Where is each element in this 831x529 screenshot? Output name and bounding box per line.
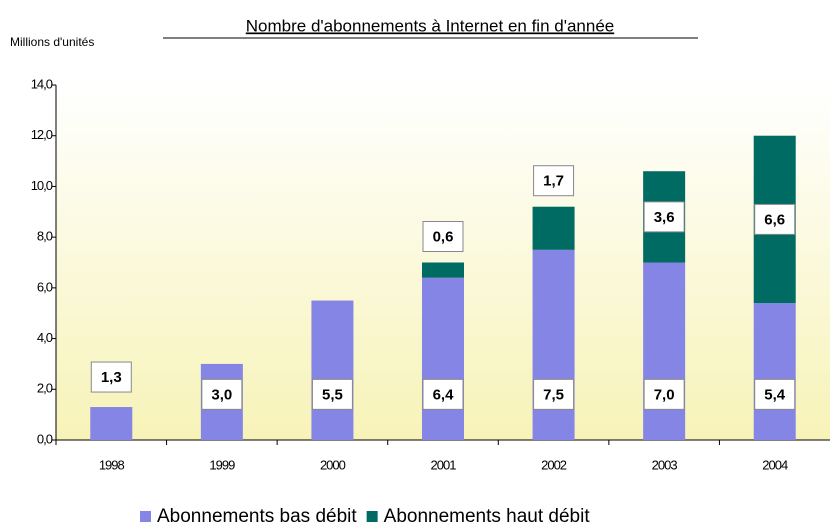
value-label: 6,4 bbox=[433, 386, 455, 403]
y-tick-label: 12,0 bbox=[31, 127, 53, 142]
value-label-box bbox=[643, 378, 685, 410]
bar-segment bbox=[753, 303, 796, 440]
bar-segment bbox=[532, 206, 575, 250]
bar-segment bbox=[422, 262, 464, 278]
legend-label: Abonnements bas débit bbox=[157, 506, 357, 527]
value-label: 6,6 bbox=[764, 211, 785, 228]
bar-segment bbox=[90, 407, 133, 440]
legend-swatch bbox=[140, 511, 151, 522]
y-tick-label: 14,0 bbox=[31, 76, 53, 91]
x-tick-label: 1999 bbox=[209, 457, 235, 472]
value-label-box bbox=[90, 361, 132, 393]
y-tick-label: 4,0 bbox=[37, 330, 53, 345]
value-label-box bbox=[311, 378, 353, 410]
value-label-box bbox=[201, 378, 243, 410]
bar-segment bbox=[643, 262, 686, 440]
y-axis-title: Millions d'unités bbox=[10, 35, 94, 49]
legend-label: Abonnements haut débit bbox=[384, 506, 591, 527]
x-tick-label: 2002 bbox=[541, 457, 567, 472]
value-label: 5,5 bbox=[322, 386, 343, 403]
chart-title: Nombre d'abonnements à Internet en fin d… bbox=[246, 16, 614, 35]
bar-segment bbox=[311, 300, 354, 440]
x-tick-label: 2003 bbox=[652, 457, 678, 472]
value-label: 1,7 bbox=[543, 173, 564, 190]
value-label: 3,0 bbox=[211, 386, 232, 403]
bar-segment bbox=[422, 277, 464, 440]
value-label: 5,4 bbox=[764, 386, 786, 403]
value-label-box bbox=[754, 378, 796, 410]
value-label: 0,6 bbox=[433, 228, 454, 245]
x-tick-label: 2004 bbox=[762, 457, 788, 472]
x-tick-label: 2001 bbox=[431, 457, 457, 472]
value-label: 1,3 bbox=[101, 369, 122, 386]
legend-swatch bbox=[366, 511, 378, 522]
x-tick-label: 2000 bbox=[320, 457, 346, 472]
value-label-box bbox=[533, 378, 575, 410]
value-label: 3,6 bbox=[654, 209, 675, 226]
y-tick-label: 0,0 bbox=[37, 431, 53, 446]
y-tick-label: 10,0 bbox=[31, 178, 53, 193]
value-label: 7,5 bbox=[543, 386, 564, 403]
value-label: 7,0 bbox=[654, 386, 675, 403]
y-tick-label: 6,0 bbox=[37, 279, 53, 294]
value-label-box bbox=[754, 203, 796, 235]
value-label-box bbox=[533, 165, 575, 197]
x-tick-label: 1998 bbox=[99, 457, 125, 472]
bar-segment bbox=[532, 249, 575, 440]
value-label-box bbox=[643, 201, 685, 233]
value-label-box bbox=[422, 221, 464, 252]
y-tick-label: 2,0 bbox=[37, 381, 53, 396]
value-label-box bbox=[422, 378, 464, 410]
y-tick-label: 8,0 bbox=[37, 229, 53, 244]
